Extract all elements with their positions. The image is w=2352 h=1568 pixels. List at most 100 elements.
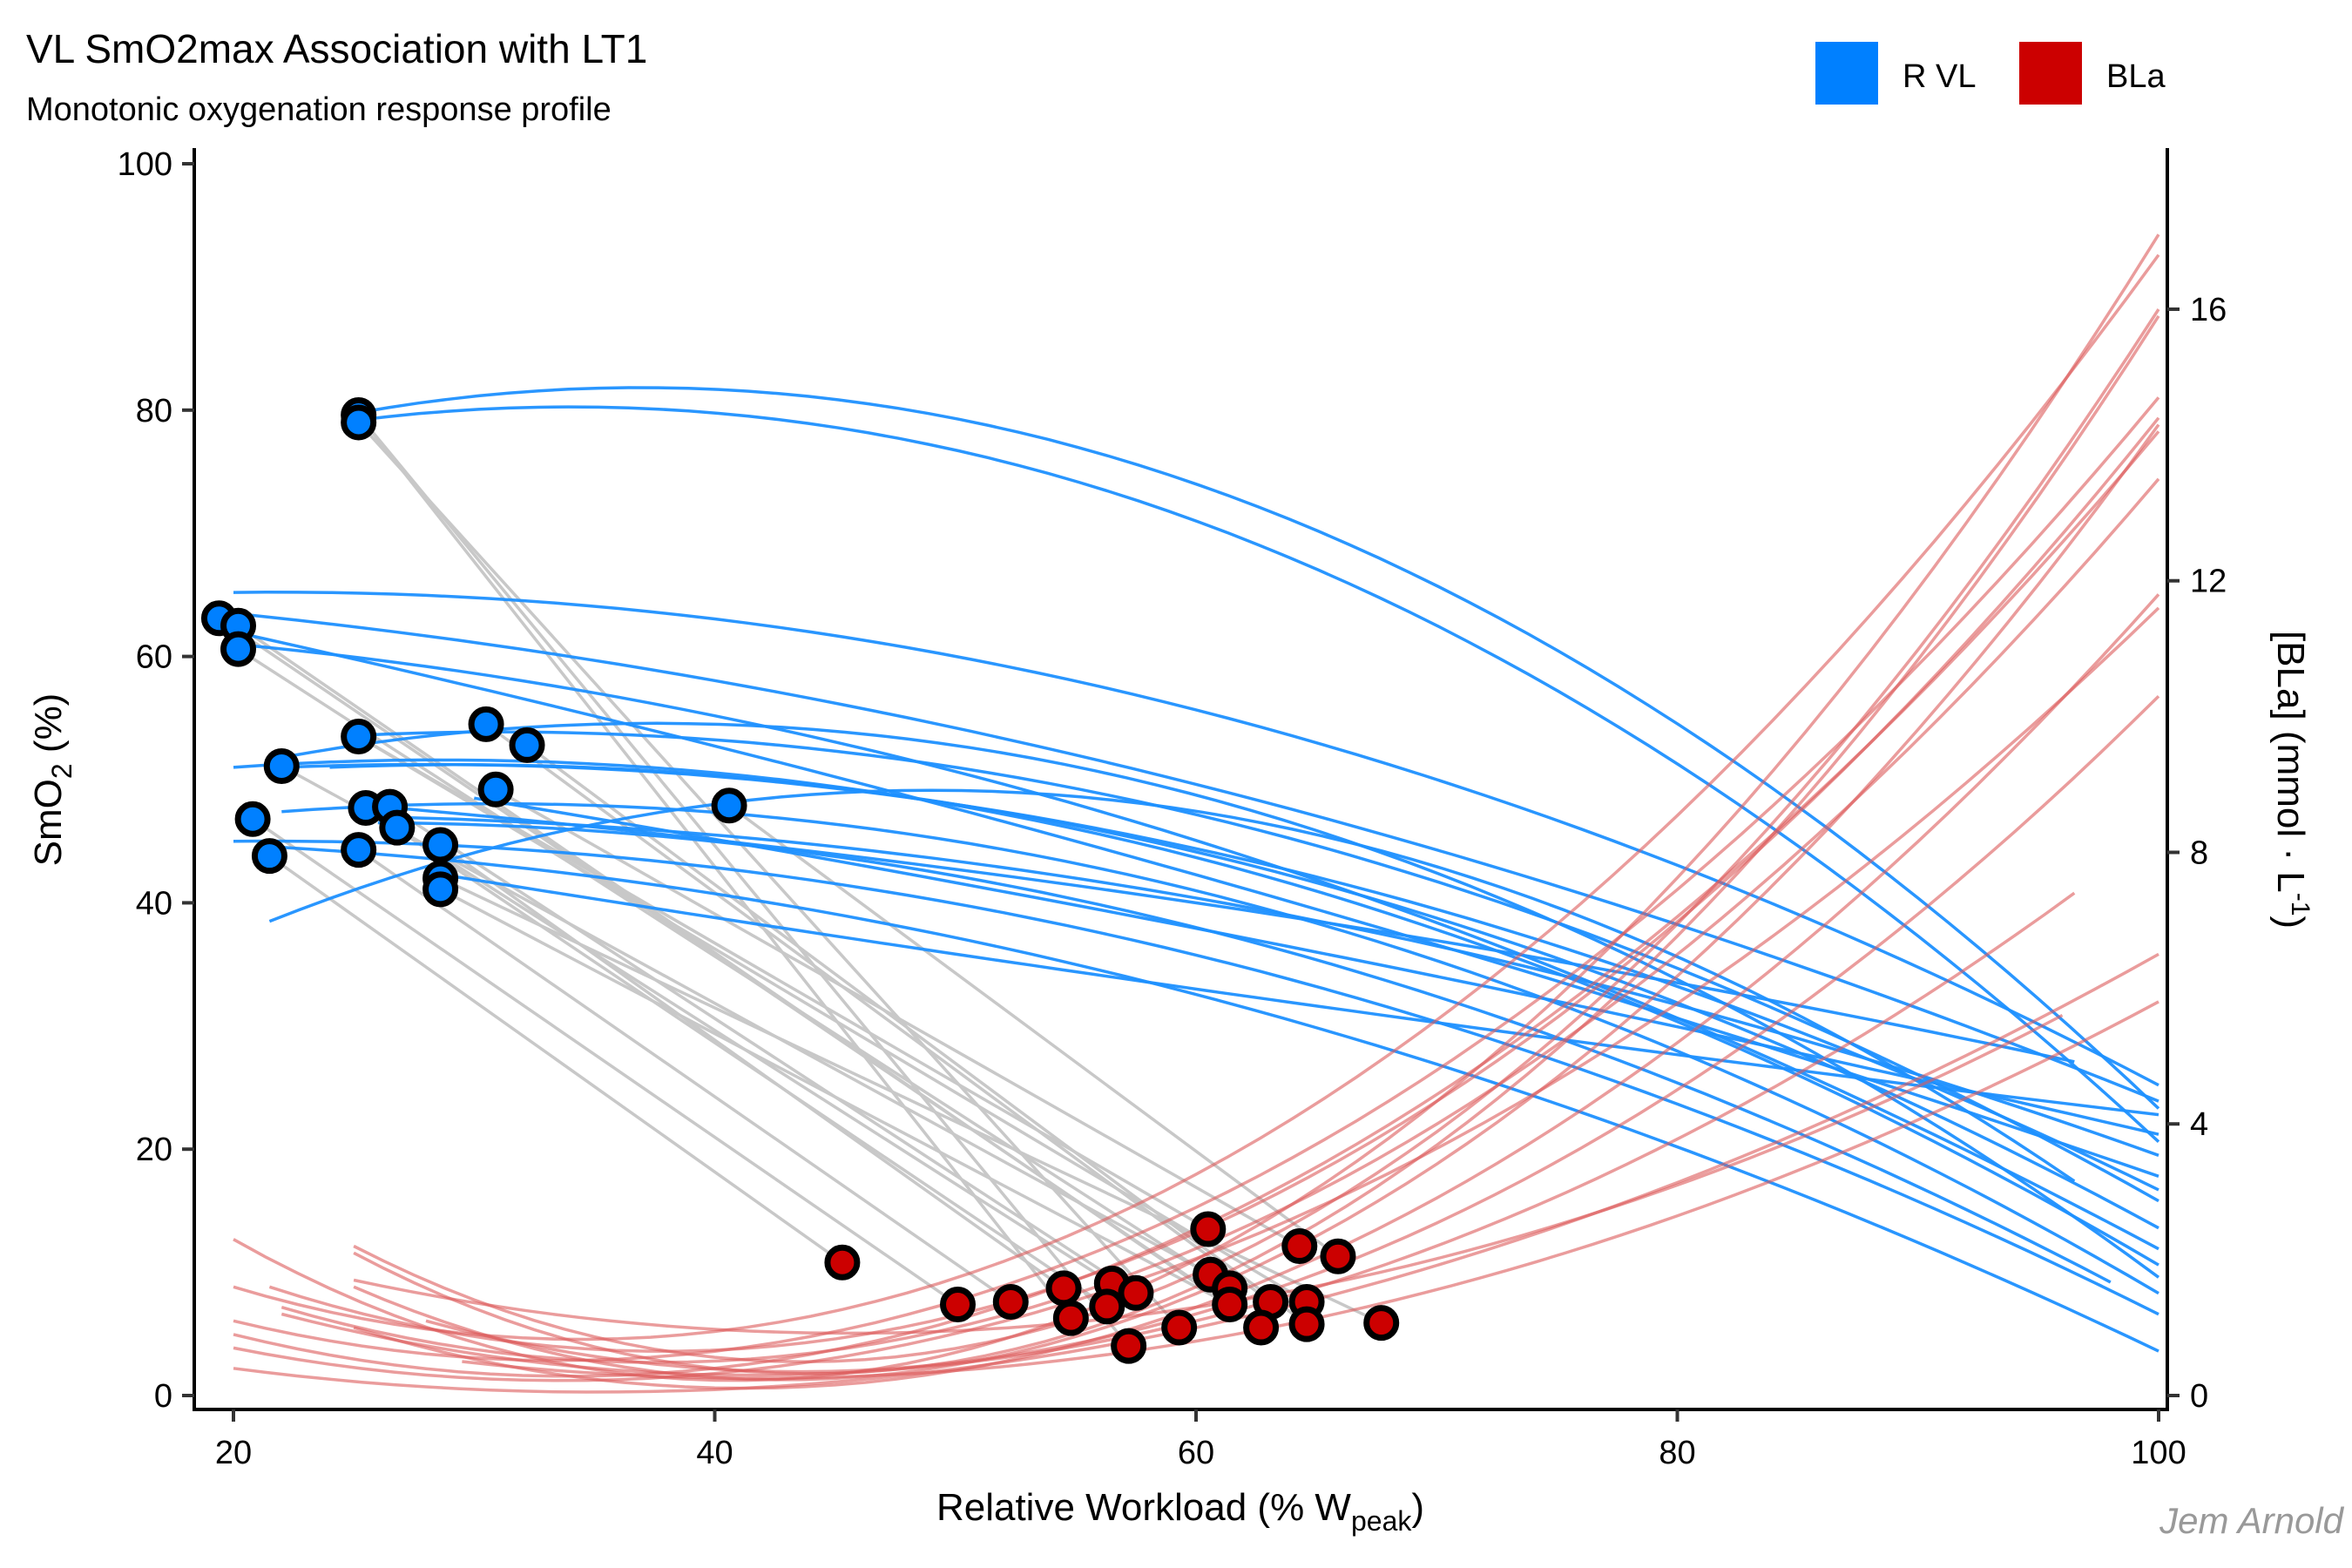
bla-point <box>1243 1309 1280 1346</box>
smo2-curve <box>233 758 2159 1267</box>
legend-label-smo2: R VL <box>1903 58 1976 95</box>
x-axis-title: Relative Workload (% Wpeak) <box>936 1486 1424 1537</box>
legend: R VL BLa <box>1815 42 2166 105</box>
smo2-curve <box>233 839 2159 1316</box>
y-axis-title-right: [BLa] (mmol · L-1) <box>2269 631 2315 929</box>
connector-line <box>357 414 1130 1348</box>
smo2-points <box>200 396 747 908</box>
bla-point <box>1111 1328 1147 1364</box>
connector-line <box>252 817 959 1307</box>
smo2-point <box>509 727 545 763</box>
y-ticks-right: 0 4 8 12 16 <box>2167 292 2227 1415</box>
bla-point <box>1320 1238 1356 1274</box>
bla-curve <box>353 314 2160 1375</box>
y-tick-label: 40 <box>136 885 172 922</box>
connector-line <box>439 843 1065 1290</box>
y2-axis-title-sup: -1 <box>2286 893 2315 916</box>
smo2-curve <box>358 405 2160 1143</box>
smo2-curve <box>233 612 2159 1103</box>
x-tick-label: 20 <box>215 1435 252 1471</box>
connector-line <box>439 876 1382 1325</box>
chart-title: VL SmO2max Association with LT1 <box>26 26 647 71</box>
smo2-point <box>422 827 459 863</box>
y-ticks-left: 0 20 40 60 80 100 <box>118 146 194 1415</box>
smo2-point <box>341 832 377 868</box>
x-axis-title-sub: peak <box>1351 1505 1412 1537</box>
smo2-point <box>379 809 416 846</box>
smo2-point <box>251 838 287 875</box>
y2-tick-label: 0 <box>2190 1378 2208 1415</box>
smo2-point <box>263 747 300 784</box>
bla-point <box>1212 1287 1248 1323</box>
legend-swatch-smo2 <box>1815 42 1878 105</box>
axes <box>193 148 2169 1411</box>
bla-curve <box>353 593 2160 1390</box>
x-axis-title-end: ) <box>1411 1486 1424 1529</box>
y-tick-label: 80 <box>136 393 172 429</box>
x-tick-label: 40 <box>696 1435 733 1471</box>
smo2-curve <box>358 386 2160 1110</box>
bla-point <box>1281 1228 1318 1265</box>
legend-swatch-bla <box>2019 42 2082 105</box>
smo2-curve <box>474 796 2159 1136</box>
smo2-curve <box>281 801 2159 1295</box>
smo2-point <box>341 719 377 755</box>
y-axis-title-sub: 2 <box>46 763 78 779</box>
caption-author: Jem Arnold <box>2159 1500 2345 1541</box>
bla-curve <box>233 253 2160 1342</box>
connector-lines <box>218 414 1382 1348</box>
connector-line <box>495 787 1301 1248</box>
y2-tick-label: 12 <box>2190 564 2227 600</box>
smo2-point <box>477 771 514 808</box>
smo2-point <box>711 787 747 824</box>
y2-tick-label: 8 <box>2190 835 2208 871</box>
y-tick-label: 100 <box>118 146 172 183</box>
connector-line <box>439 888 1231 1307</box>
bla-curve <box>233 396 2160 1362</box>
x-tick-label: 100 <box>2131 1435 2186 1471</box>
smo2-curve <box>233 591 2159 1087</box>
y-axis-title-end: (%) <box>27 693 70 764</box>
y-tick-label: 0 <box>154 1378 172 1415</box>
bla-point <box>1161 1309 1198 1346</box>
bla-curve <box>268 416 2160 1353</box>
smo2-curve <box>425 870 2159 1117</box>
smo2-curve <box>281 846 2159 1353</box>
bla-point <box>1045 1270 1082 1307</box>
connector-line <box>268 855 843 1264</box>
y2-axis-title-main: [BLa] (mmol · L <box>2269 631 2312 893</box>
smo2-point <box>234 801 271 837</box>
connector-line <box>237 647 1231 1290</box>
bla-point <box>824 1244 861 1281</box>
smo2-curve <box>353 802 2075 1064</box>
y-tick-label: 60 <box>136 639 172 676</box>
x-ticks: 20 40 60 80 100 <box>215 1409 2186 1471</box>
smo2-curves <box>233 386 2160 1353</box>
connector-line <box>389 805 1137 1294</box>
connector-line <box>728 804 1340 1258</box>
y2-axis-title-end: ) <box>2269 916 2312 929</box>
smo2-curve <box>377 821 2112 1284</box>
bla-curve <box>425 694 2160 1374</box>
y2-tick-label: 16 <box>2190 292 2227 328</box>
y-axis-title-left: SmO2 (%) <box>27 693 78 867</box>
smo2-point <box>468 706 504 742</box>
x-axis-title-main: Relative Workload (% W <box>936 1486 1351 1529</box>
smo2-curve <box>233 642 2159 1251</box>
legend-label-bla: BLa <box>2106 58 2166 95</box>
bla-point <box>1052 1300 1089 1336</box>
smo2-point <box>422 871 459 908</box>
bla-point <box>940 1287 977 1323</box>
smo2-point <box>220 631 257 667</box>
y-tick-label: 20 <box>136 1132 172 1168</box>
smo2-curve <box>281 721 2160 1279</box>
bla-point <box>1288 1306 1325 1342</box>
bla-points <box>824 1211 1400 1364</box>
y-axis-title-main: SmO <box>27 779 70 866</box>
bla-point <box>1118 1274 1154 1311</box>
x-tick-label: 60 <box>1178 1435 1214 1471</box>
smo2-point <box>341 404 377 441</box>
connector-line <box>357 848 1012 1303</box>
bla-point <box>1089 1288 1125 1325</box>
